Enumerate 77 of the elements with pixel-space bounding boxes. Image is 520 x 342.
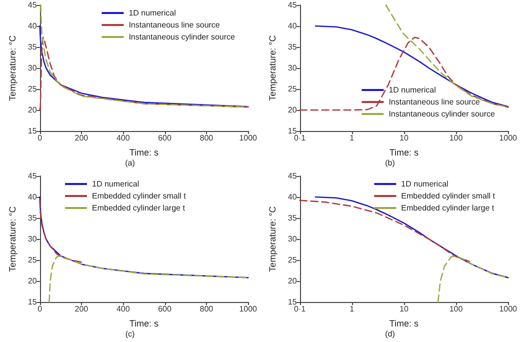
y-tick-label: 40 — [288, 22, 298, 30]
x-tick-label: 0 — [38, 304, 43, 314]
y-tick-label: 20 — [28, 276, 38, 286]
y-tick-label: 20 — [288, 276, 298, 286]
legend-label: Embedded cylinder small t — [92, 192, 187, 200]
x-axis-title: Time: s — [389, 148, 420, 158]
x-tick-label: 1000 — [239, 304, 258, 314]
y-tick-label: 35 — [288, 214, 298, 222]
x-tick-label: 0·1 — [294, 304, 306, 314]
y-tick-label: 20 — [28, 106, 38, 114]
y-tick-label: 40 — [28, 192, 38, 202]
legend-label: Embedded cylinder large t — [401, 204, 495, 212]
y-tick-label: 25 — [28, 256, 38, 264]
x-tick-label: 1 — [350, 134, 355, 142]
y-tick-label: 35 — [288, 42, 298, 52]
y-tick-label: 15 — [288, 298, 298, 306]
y-tick-label: 35 — [28, 42, 38, 52]
y-tick-label: 15 — [28, 298, 38, 306]
legend-label: Embedded cylinder small t — [401, 192, 496, 200]
x-tick-label: 1000 — [499, 134, 518, 142]
x-tick-label: 1000 — [499, 304, 518, 314]
y-tick-label: 25 — [28, 84, 38, 94]
y-tick-label: 30 — [288, 64, 298, 72]
y-tick-label: 25 — [288, 256, 298, 264]
legend-label: Instantaneous line source — [388, 98, 480, 106]
y-axis-title: Temperature: °C — [268, 34, 278, 101]
line-series — [48, 255, 249, 303]
line-series — [39, 200, 82, 263]
y-tick-label: 40 — [288, 192, 298, 202]
y-tick-label: 45 — [28, 0, 38, 10]
x-axis-title: Time: s — [389, 318, 420, 328]
legend-label: 1D numerical — [128, 8, 176, 18]
text: (d) — [385, 330, 396, 338]
x-tick-label: 400 — [116, 134, 130, 142]
y-tick-label: 25 — [288, 84, 298, 94]
x-tick-label: 0·1 — [294, 134, 306, 142]
y-tick-label: 35 — [28, 214, 38, 222]
y-tick-label: 15 — [288, 126, 298, 136]
x-tick-label: 600 — [158, 304, 172, 314]
y-tick-label: 45 — [288, 0, 298, 10]
x-tick-label: 800 — [200, 304, 214, 314]
x-tick-label: 0 — [38, 134, 43, 142]
y-tick-label: 30 — [288, 234, 298, 244]
x-tick-label: 600 — [158, 134, 172, 142]
legend-label: Instantaneous line source — [128, 20, 220, 30]
y-axis-title: Temperature: °C — [8, 34, 18, 101]
x-tick-label: 100 — [449, 134, 464, 142]
x-tick-label: 200 — [74, 304, 89, 314]
legend-label: 1D numerical — [401, 180, 449, 188]
x-tick-label: 1000 — [239, 134, 258, 142]
x-tick-label: 1 — [350, 304, 355, 314]
x-tick-label: 200 — [74, 134, 89, 142]
x-tick-label: 400 — [116, 304, 130, 314]
legend-label: Embedded cylinder large t — [92, 204, 186, 212]
x-axis-title: Time: s — [129, 148, 160, 158]
y-axis-title: Temperature: °C — [268, 206, 278, 272]
y-tick-label: 15 — [28, 126, 38, 136]
x-tick-label: 800 — [200, 134, 214, 142]
y-axis-title: Temperature: °C — [8, 206, 18, 272]
legend-label: 1D numerical — [92, 180, 140, 188]
legend-label: Instantaneous cylinder source — [128, 32, 236, 42]
x-axis-title: Time: s — [129, 318, 160, 328]
text: (c) — [125, 330, 135, 338]
y-tick-label: 45 — [28, 172, 38, 180]
y-tick-label: 40 — [28, 22, 38, 30]
y-tick-label: 30 — [28, 64, 38, 72]
legend-label: Instantaneous cylinder source — [388, 110, 496, 118]
legend-label: 1D numerical — [388, 86, 436, 94]
x-tick-label: 10 — [399, 134, 409, 142]
y-tick-label: 30 — [28, 234, 38, 244]
line-series — [40, 4, 249, 108]
x-tick-label: 10 — [399, 304, 409, 314]
text: (a) — [125, 158, 136, 168]
text: (b) — [385, 158, 396, 168]
y-tick-label: 20 — [288, 106, 298, 114]
y-tick-label: 45 — [288, 172, 298, 180]
x-tick-label: 100 — [449, 304, 464, 314]
